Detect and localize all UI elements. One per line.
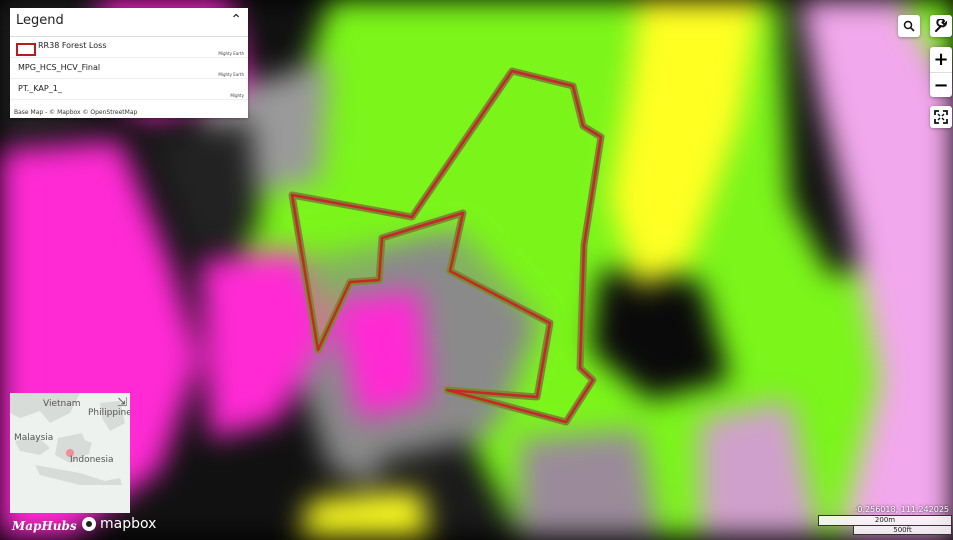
search-icon bbox=[903, 20, 915, 32]
legend-item-label: RR38 Forest Loss bbox=[38, 41, 107, 50]
basemap-attribution[interactable]: Base Map - © Mapbox © OpenStreetMap bbox=[14, 109, 138, 116]
wrench-icon bbox=[935, 19, 948, 32]
minimap-label-malaysia: Malaysia bbox=[14, 433, 54, 443]
zoom-in-button[interactable]: + bbox=[930, 47, 952, 73]
cursor-coordinates: -0.256018, 111.242025 bbox=[854, 505, 950, 514]
legend-header[interactable]: Legend ⌃ bbox=[10, 8, 248, 37]
legend-item-forest-loss: RR38 Forest Loss Mighty Earth bbox=[10, 37, 248, 58]
legend-item-label: MPG_HCS_HCV_Final bbox=[18, 63, 101, 72]
search-button[interactable] bbox=[898, 15, 920, 37]
fullscreen-icon bbox=[934, 110, 948, 124]
polygon-swatch-icon bbox=[16, 43, 36, 56]
legend-title: Legend bbox=[16, 13, 64, 28]
legend-item-source: Mighty Earth bbox=[218, 72, 244, 77]
fullscreen-button[interactable] bbox=[930, 106, 952, 128]
legend-item-source: Mighty Earth bbox=[218, 51, 244, 56]
mapbox-logo[interactable]: mapbox bbox=[82, 516, 156, 532]
scale-bar-imperial: 500ft bbox=[853, 525, 952, 535]
tools-button[interactable] bbox=[930, 15, 952, 37]
minimap-label-vietnam: Vietnam bbox=[43, 399, 81, 409]
overview-minimap[interactable]: Vietnam Philippines Malaysia Indonesia ⇲ bbox=[10, 393, 130, 513]
maphubs-logo[interactable]: MapHubs bbox=[12, 519, 77, 533]
minimap-label-philippines: Philippines bbox=[88, 408, 130, 418]
arrow-collapse-icon[interactable]: ⇲ bbox=[116, 395, 127, 409]
minimap-landmass bbox=[10, 393, 130, 513]
legend-item-hcs-hcv: MPG_HCS_HCV_Final Mighty Earth bbox=[10, 58, 248, 79]
legend-item-kap: PT._KAP_1_ Mighty bbox=[10, 79, 248, 100]
legend-item-source: Mighty bbox=[230, 93, 244, 98]
zoom-out-button[interactable]: − bbox=[933, 74, 949, 96]
forest-loss-polygon[interactable] bbox=[288, 67, 605, 426]
minimap-label-indonesia: Indonesia bbox=[70, 455, 114, 465]
chevron-up-icon[interactable]: ⌃ bbox=[230, 12, 242, 28]
zoom-control: + − bbox=[930, 47, 952, 97]
forest-loss-polygon-outline bbox=[290, 69, 603, 424]
legend-panel: Legend ⌃ RR38 Forest Loss Mighty Earth M… bbox=[10, 8, 248, 118]
legend-item-label: PT._KAP_1_ bbox=[18, 84, 62, 93]
mapbox-wordmark: mapbox bbox=[100, 516, 157, 532]
mapbox-mark-icon bbox=[82, 517, 96, 531]
